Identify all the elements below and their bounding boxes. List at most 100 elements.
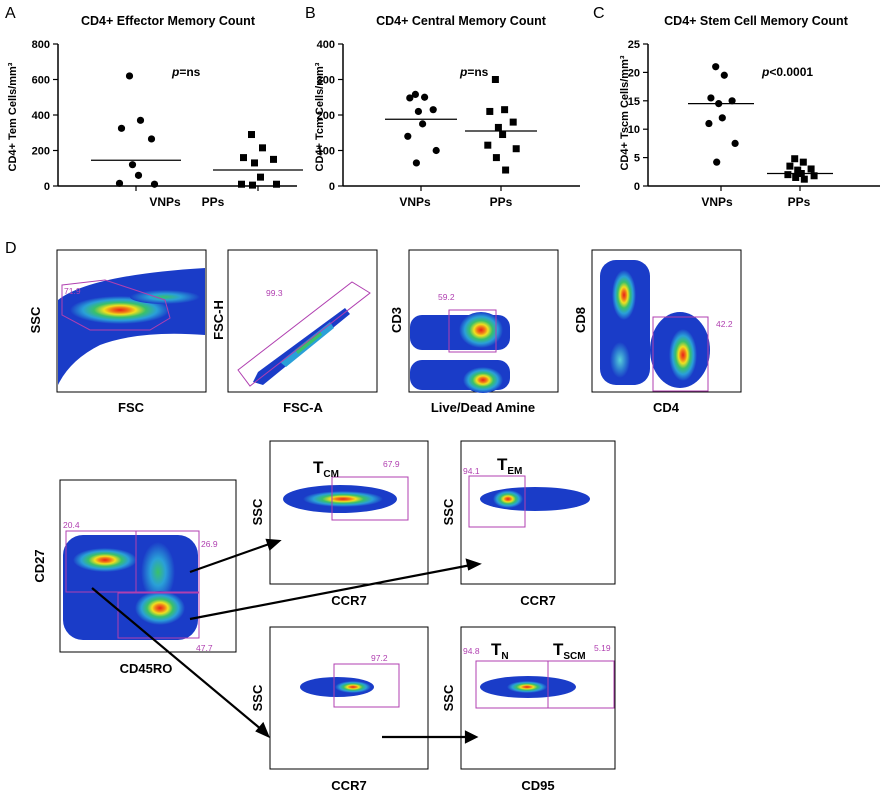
y-axis-label: CD8	[573, 307, 588, 333]
y-axis-label: CD4+ Tscm Cells/mm³	[619, 55, 631, 170]
data-point	[117, 124, 126, 132]
data-point	[494, 123, 502, 131]
y-tick-label: 200	[317, 110, 335, 122]
data-point	[718, 114, 726, 122]
data-point	[786, 162, 794, 170]
data-point	[421, 93, 429, 101]
data-point	[792, 173, 800, 181]
gate-value: 67.9	[383, 459, 400, 469]
data-point	[484, 141, 492, 149]
arrow-head	[265, 538, 282, 551]
gate-rect	[135, 530, 200, 593]
y-tick-label: 20	[628, 67, 640, 79]
chart-title: CD4+ Central Memory Count	[376, 14, 547, 28]
flow-plot-tcm: TCM 67.9 SSC CCR7	[250, 440, 429, 608]
data-point	[728, 97, 736, 105]
arrow	[91, 587, 263, 731]
gate-value: 20.4	[63, 520, 80, 530]
population-main: T	[553, 640, 564, 659]
data-point	[249, 181, 256, 189]
x-axis-label: Live/Dead Amine	[431, 400, 535, 415]
density-cloud	[63, 535, 198, 640]
density-population	[295, 331, 322, 354]
data-point	[492, 154, 500, 162]
x-axis-label: CD4	[653, 400, 680, 415]
data-point	[259, 144, 266, 152]
gate-rect	[448, 309, 497, 353]
plot-frame	[269, 626, 429, 770]
data-point	[412, 159, 420, 167]
y-axis-label: FSC-H	[211, 300, 226, 340]
p-symbol: p	[171, 65, 179, 79]
x-axis-label: CCR7	[520, 593, 555, 608]
y-axis-label: SSC	[28, 306, 43, 333]
data-point	[707, 94, 715, 102]
data-point	[125, 72, 134, 80]
gate-value: 5.19	[594, 643, 611, 653]
data-point	[150, 180, 159, 188]
y-tick-label: 10	[628, 124, 640, 136]
p-symbol: p	[459, 65, 467, 79]
y-tick-label: 25	[628, 39, 640, 51]
gating-arrows	[91, 538, 482, 744]
arrow-head	[255, 721, 271, 739]
population-label: TEM	[497, 455, 522, 477]
x-category-label: PPs	[490, 195, 513, 209]
x-axis-label: CCR7	[331, 593, 366, 608]
chart-stem-cell-memory: CD4+ Stem Cell Memory Count CD4+ Tscm Ce…	[619, 14, 880, 209]
data-point	[270, 155, 277, 163]
arrow	[189, 563, 472, 621]
chart-title: CD4+ Stem Cell Memory Count	[664, 14, 849, 28]
arrow-head	[464, 730, 479, 744]
gate-rect	[333, 663, 400, 708]
gate-value: 47.7	[196, 643, 213, 653]
flow-plot-ccr7: 97.2 SSC CCR7	[250, 626, 429, 793]
y-axis-label: SSC	[250, 498, 265, 525]
data-point	[720, 71, 728, 79]
data-point	[432, 146, 440, 155]
flow-plot-cd4-cd8: 42.2 CD8 CD4	[573, 249, 742, 415]
panel-label-d: D	[5, 240, 17, 257]
data-point	[784, 171, 792, 179]
data-point	[115, 179, 124, 187]
population-main: T	[491, 640, 502, 659]
gate-polygon	[61, 279, 171, 331]
x-category-label: PPs	[202, 195, 225, 209]
population-label: TCM	[313, 458, 339, 480]
data-point	[486, 107, 494, 115]
gate-value: 59.2	[438, 292, 455, 302]
data-point	[406, 94, 414, 102]
y-axis-label: SSC	[441, 498, 456, 525]
gate-rect	[468, 475, 526, 528]
p-value-text: =ns	[179, 65, 200, 79]
y-tick-label: 600	[32, 75, 50, 87]
data-point	[414, 107, 422, 116]
y-tick-label: 400	[317, 39, 335, 51]
p-value-annotation: p<0.0001	[761, 65, 813, 79]
p-symbol: p	[761, 65, 769, 79]
x-axis-label: FSC	[118, 400, 145, 415]
y-axis-label: CD4+ Tcm Cells/mm³	[314, 62, 326, 171]
plot-frame	[460, 440, 616, 585]
data-point	[712, 63, 720, 71]
flow-plot-livedead-cd3: 59.2 CD3 Live/Dead Amine	[389, 249, 559, 415]
population-label: TN	[491, 640, 509, 662]
panel-label-c: C	[593, 5, 605, 22]
y-axis-label: CD3	[389, 307, 404, 333]
data-point	[499, 131, 507, 139]
density-population	[73, 548, 137, 572]
data-point	[257, 173, 264, 181]
x-category-label: PPs	[788, 195, 811, 209]
gate-polygon	[237, 281, 371, 387]
data-point	[491, 76, 499, 83]
y-axis-label: SSC	[441, 684, 456, 711]
gate-rect	[547, 660, 615, 709]
population-sub: EM	[507, 466, 522, 477]
data-point	[705, 119, 713, 128]
density-population	[459, 312, 503, 348]
data-point	[273, 180, 280, 188]
data-point	[134, 171, 143, 179]
y-tick-label: 200	[32, 146, 50, 158]
p-value-text: =ns	[467, 65, 488, 79]
data-point	[731, 139, 739, 147]
